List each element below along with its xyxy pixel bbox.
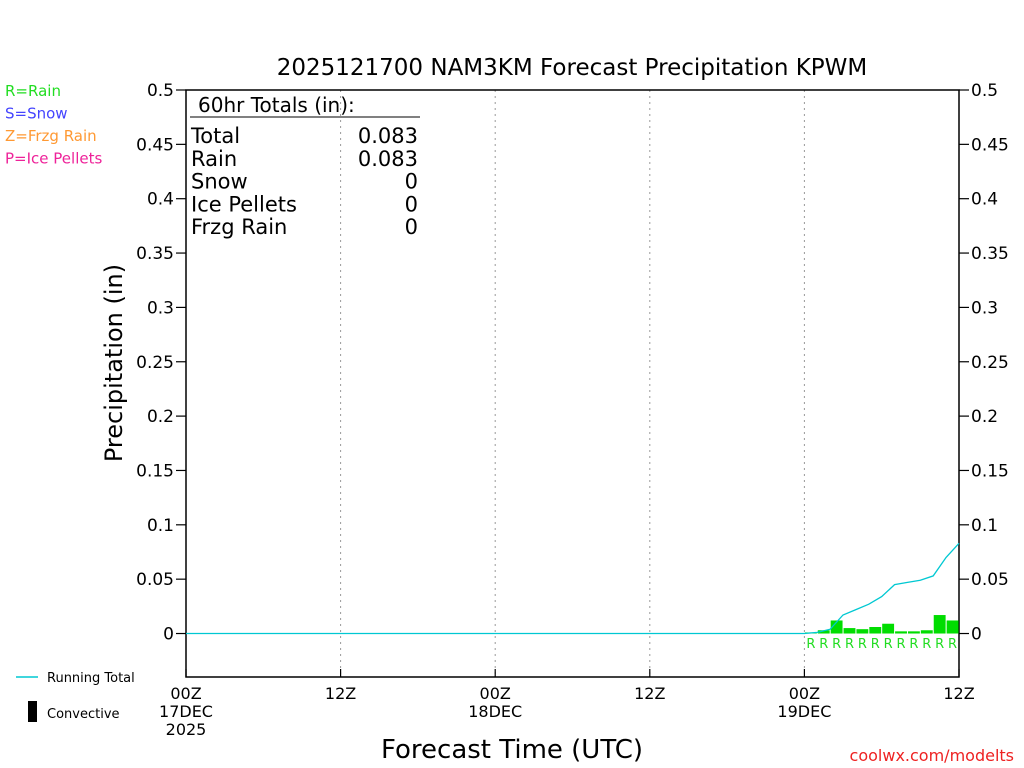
y-tick-label-left: 0.25	[136, 353, 174, 373]
precip-bar	[869, 626, 882, 634]
convective-legend-swatch	[28, 701, 37, 722]
chart-title: 2025121700 NAM3KM Forecast Precipitation…	[277, 55, 868, 81]
y-tick-label-left: 0.2	[147, 407, 174, 427]
x-tick-label: 2025	[166, 720, 207, 739]
credit-text: coolwx.com/modelts	[850, 746, 1014, 765]
precip-bar	[907, 631, 920, 634]
y-tick-label-right: 0.25	[971, 353, 1009, 373]
precip-type-code: R	[845, 637, 854, 652]
precip-bar	[933, 615, 946, 634]
precip-bar	[817, 630, 830, 634]
precip-type-code: R	[832, 637, 841, 652]
y-tick-label-right: 0.2	[971, 407, 998, 427]
type-legend-item: S=Snow	[5, 105, 68, 123]
precip-type-code: R	[884, 637, 893, 652]
precip-type-code: R	[806, 637, 815, 652]
type-legend-item: P=Ice Pellets	[5, 150, 102, 168]
y-tick-label-right: 0.15	[971, 461, 1009, 481]
precip-bar	[895, 631, 907, 634]
x-tick-label: 17DEC	[159, 702, 213, 721]
x-tick-label: 00Z	[480, 684, 511, 703]
precip-type-code: R	[948, 637, 957, 652]
y-tick-label-left: 0	[163, 625, 174, 645]
totals-row-label: Ice Pellets	[191, 192, 297, 216]
running-total-legend-label: Running Total	[47, 671, 135, 686]
type-legend-item: Z=Frzg Rain	[5, 127, 97, 145]
convective-legend-label: Convective	[47, 707, 120, 722]
x-tick-label: 00Z	[170, 684, 201, 703]
y-tick-label-right: 0.3	[971, 298, 998, 318]
precip-bar	[882, 623, 895, 634]
y-tick-label-left: 0.15	[136, 461, 174, 481]
precip-bar	[843, 628, 856, 634]
hourly-precip-bars	[804, 615, 959, 634]
vertical-gridlines	[340, 90, 805, 677]
totals-row-label: Total	[190, 124, 240, 148]
totals-rows: Total 0.083 Rain 0.083 Snow 0 Ice Pellets 0 Frzg…	[190, 124, 418, 239]
precip-bar	[830, 620, 843, 634]
precip-type-code: R	[909, 637, 918, 652]
y-tick-label-right: 0.35	[971, 244, 1009, 264]
precip-bar	[856, 629, 869, 634]
y-axis-right: 0 0.05 0.1 0.15 0.2 0.25 0.3 0.35 0.4 0.45 0.5	[959, 81, 1009, 645]
y-axis-label: Precipitation (in)	[100, 264, 128, 462]
totals-box: 60hr Totals (in): Total 0.083 Rain 0.083 Sno…	[190, 93, 420, 239]
totals-row-label: Rain	[191, 147, 237, 171]
precip-type-legend: R=Rain S=Snow Z=Frzg Rain P=Ice Pellets	[5, 82, 102, 168]
plot-area-frame	[185, 89, 960, 678]
x-tick-label: 19DEC	[777, 702, 831, 721]
y-tick-label-left: 0.05	[136, 570, 174, 590]
y-tick-label-right: 0.4	[971, 190, 998, 210]
precip-type-code: R	[819, 637, 828, 652]
y-tick-label-left: 0.1	[147, 516, 174, 536]
totals-row-label: Snow	[191, 170, 248, 194]
y-axis-left: 0 0.05 0.1 0.15 0.2 0.25 0.3 0.35 0.4 0.45 0.5	[136, 81, 186, 645]
y-tick-label-left: 0.35	[136, 244, 174, 264]
x-tick-label: 12Z	[634, 684, 665, 703]
precip-type-code: R	[922, 637, 931, 652]
y-tick-label-left: 0.5	[147, 81, 174, 101]
x-tick-label: 18DEC	[468, 702, 522, 721]
totals-row-label: Frzg Rain	[191, 215, 287, 239]
totals-row-value: 0.083	[358, 124, 418, 148]
precip-type-code: R	[871, 637, 880, 652]
type-legend-item: R=Rain	[5, 82, 61, 100]
y-tick-label-right: 0	[971, 625, 982, 645]
totals-header: 60hr Totals (in):	[198, 93, 355, 117]
running-total-line	[186, 542, 960, 635]
y-tick-label-right: 0.5	[971, 81, 998, 101]
y-tick-label-left: 0.4	[147, 190, 174, 210]
y-tick-label-left: 0.3	[147, 298, 174, 318]
precip-bar	[946, 620, 959, 634]
x-tick-label: 12Z	[943, 684, 974, 703]
y-tick-label-right: 0.1	[971, 516, 998, 536]
totals-row-value: 0	[405, 215, 418, 239]
totals-row-value: 0.083	[358, 147, 418, 171]
x-axis-label: Forecast Time (UTC)	[381, 735, 643, 765]
y-tick-label-left: 0.45	[136, 135, 174, 155]
x-tick-label: 00Z	[789, 684, 820, 703]
precip-type-code: R	[897, 637, 906, 652]
precip-bar	[920, 630, 933, 634]
y-tick-label-right: 0.05	[971, 570, 1009, 590]
totals-row-value: 0	[405, 170, 418, 194]
precip-type-code: R	[935, 637, 944, 652]
y-tick-label-right: 0.45	[971, 135, 1009, 155]
line-legend: Running Total Convective	[16, 671, 135, 722]
totals-row-value: 0	[405, 192, 418, 216]
precip-type-code: R	[858, 637, 867, 652]
x-tick-label: 12Z	[325, 684, 356, 703]
